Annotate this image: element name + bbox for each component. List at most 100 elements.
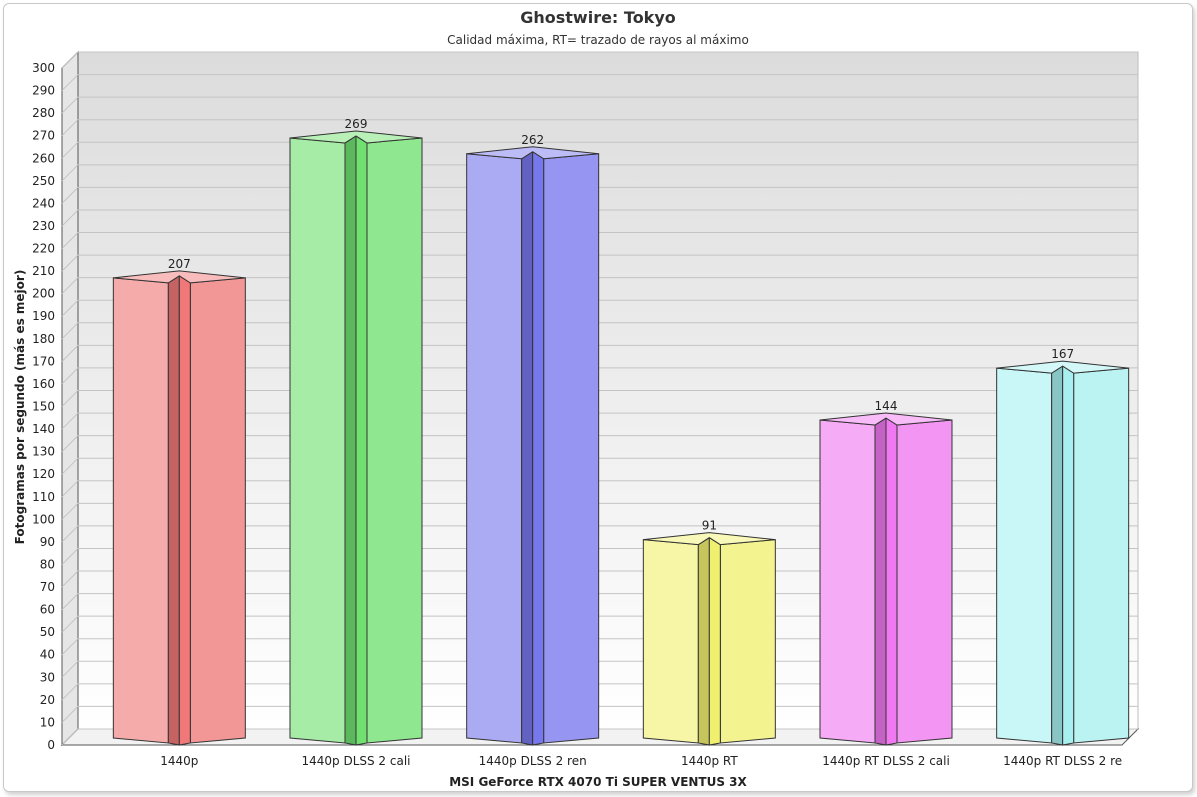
gridline <box>61 525 1138 543</box>
gridline <box>61 480 1138 498</box>
gridline <box>61 299 1138 317</box>
bar-center-left <box>874 417 887 746</box>
gridline <box>61 457 1138 475</box>
bar-center-right <box>178 274 191 746</box>
y-tick-label: 230 <box>32 219 55 233</box>
gridlines <box>61 51 1138 746</box>
bar-center-left <box>521 150 534 746</box>
data-label: 144 <box>875 399 898 413</box>
bar-center-right <box>885 417 898 746</box>
bar-right-face <box>189 277 246 744</box>
x-category-label: 1440p RT <box>681 754 738 768</box>
bar-top <box>996 360 1129 374</box>
bar-center-left <box>1051 365 1064 746</box>
y-tick-label: 110 <box>32 490 55 504</box>
x-category-label: 1440p <box>160 754 198 768</box>
gridline <box>61 367 1138 385</box>
bar: 167 <box>996 347 1130 746</box>
bar-left-face <box>642 539 699 744</box>
gridline <box>61 74 1138 91</box>
gridline <box>61 683 1138 701</box>
y-tick-label: 220 <box>32 242 55 256</box>
y-tick-label: 290 <box>32 84 55 98</box>
gridline <box>61 412 1138 430</box>
y-tick-label: 130 <box>32 445 55 459</box>
bar-top <box>819 412 953 426</box>
y-tick-label: 280 <box>32 106 55 120</box>
x-category-label: 1440p DLSS 2 ren <box>479 754 587 768</box>
gridline <box>61 164 1138 182</box>
gridline <box>61 119 1138 137</box>
bar-right-face <box>719 539 776 744</box>
gridline <box>61 615 1138 633</box>
bar-center-right <box>532 150 545 746</box>
y-tick-label: 40 <box>40 648 55 662</box>
x-axis-label: MSI GeForce RTX 4070 Ti SUPER VENTUS 3X <box>449 775 747 789</box>
bar-center-left <box>697 536 710 746</box>
y-tick-label: 260 <box>32 151 55 165</box>
gridline <box>61 232 1138 249</box>
y-tick-label: 80 <box>40 557 55 571</box>
gridline <box>61 96 1138 114</box>
gridline <box>61 570 1138 588</box>
bar-center-right <box>355 135 368 746</box>
y-axis-label: Fotogramas por segundo (más es mejor) <box>13 270 27 545</box>
y-tick-label: 50 <box>40 625 55 639</box>
gridline <box>61 186 1138 204</box>
bar-top <box>466 146 599 160</box>
x-category-label: 1440p RT DLSS 2 cali <box>822 754 950 768</box>
y-tick-label: 60 <box>40 603 55 617</box>
chart-title: Ghostwire: Tokyo <box>520 8 676 27</box>
y-tick-label: 170 <box>32 354 55 368</box>
chart-subtitle: Calidad máxima, RT= trazado de rayos al … <box>447 33 749 47</box>
bar-left-face <box>112 277 169 744</box>
gridline <box>61 390 1138 407</box>
bar-left-face <box>996 367 1053 744</box>
gridline <box>61 51 1138 69</box>
y-tick-label: 160 <box>32 377 55 391</box>
bar-right-face <box>543 153 600 744</box>
data-label: 262 <box>521 133 544 147</box>
y-tick-label: 20 <box>40 693 55 707</box>
y-tick-label: 270 <box>32 129 55 143</box>
bar-right-face <box>1073 367 1130 744</box>
y-tick-label: 190 <box>32 309 55 323</box>
bar-right-face <box>896 419 953 744</box>
gridline <box>61 322 1138 340</box>
bar-left-face <box>466 153 523 744</box>
y-tick-label: 100 <box>32 512 55 526</box>
y-tick-label: 240 <box>32 196 55 210</box>
bar-right-face <box>366 137 423 744</box>
bars: 207 269 262 91 144 167 <box>112 117 1130 746</box>
y-tick-label: 90 <box>40 535 55 549</box>
bar-center-right <box>708 536 721 746</box>
gridline <box>61 660 1138 678</box>
x-category-label: 1440p DLSS 2 cali <box>301 754 410 768</box>
gridline <box>61 638 1138 656</box>
bar-center-left <box>344 135 357 746</box>
bar-top <box>289 130 423 144</box>
y-tick-label: 180 <box>32 332 55 346</box>
y-tick-label: 210 <box>32 264 55 278</box>
data-label: 91 <box>702 519 717 533</box>
y-tick-label: 250 <box>32 174 55 188</box>
y-tick-label: 10 <box>40 715 55 729</box>
data-label: 167 <box>1051 347 1074 361</box>
gridline <box>61 728 1138 746</box>
data-label: 269 <box>345 117 368 131</box>
bar: 207 <box>112 257 246 746</box>
bar-center-left <box>167 274 180 746</box>
gridline <box>61 209 1138 227</box>
gridline <box>61 705 1138 723</box>
gridline <box>61 502 1138 520</box>
y-tick-label: 120 <box>32 467 55 481</box>
x-category-label: 1440p RT DLSS 2 re <box>1003 754 1122 768</box>
y-tick-label: 0 <box>47 738 55 752</box>
gridline <box>61 277 1138 295</box>
data-label: 207 <box>168 257 191 271</box>
gridline <box>61 547 1138 565</box>
bar: 262 <box>466 133 600 746</box>
gridline <box>61 435 1138 452</box>
y-tick-label: 70 <box>40 580 55 594</box>
